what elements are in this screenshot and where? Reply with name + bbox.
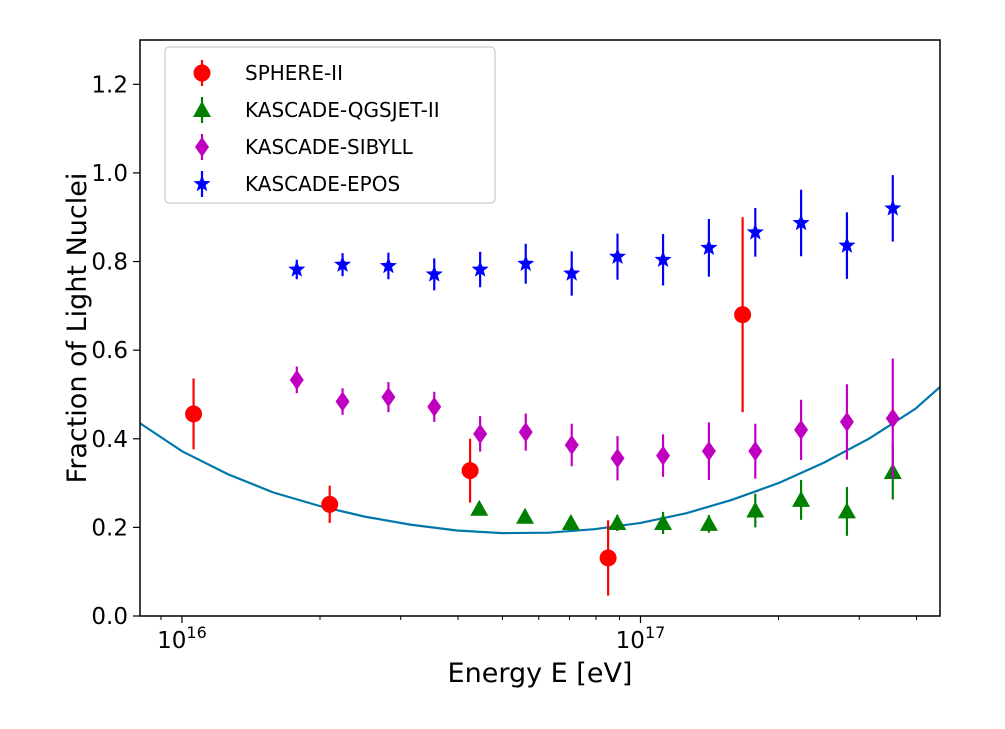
legend-label: SPHERE-II — [245, 61, 343, 85]
data-point — [699, 514, 718, 531]
data-point — [792, 213, 810, 231]
x-tick-label: 1017 — [616, 623, 666, 654]
series-kascade-qgsjet-ii — [470, 444, 902, 536]
data-point — [517, 254, 535, 272]
data-point — [470, 499, 489, 516]
legend-label: KASCADE-SIBYLL — [245, 135, 414, 159]
data-point — [610, 448, 625, 469]
legend-label: KASCADE-QGSJET-II — [245, 98, 440, 122]
data-point — [185, 405, 203, 423]
legend-item: KASCADE-QGSJET-II — [193, 97, 440, 123]
legend-marker — [193, 101, 211, 117]
data-point — [654, 250, 672, 268]
legend-marker — [193, 175, 211, 192]
x-axis-label: Energy E [eV] — [448, 658, 633, 689]
data-point — [427, 396, 442, 417]
data-point — [838, 236, 856, 253]
x-tick-label: 1016 — [157, 623, 207, 654]
data-point — [746, 223, 764, 240]
data-point — [608, 247, 627, 264]
data-point — [599, 549, 617, 567]
data-point — [701, 441, 716, 462]
data-point — [381, 387, 396, 408]
legend-marker — [195, 137, 209, 157]
data-point — [792, 490, 811, 507]
legend: SPHERE-II KASCADE-QGSJET-II KASCADE-SIBYLL… — [164, 46, 496, 204]
data-point — [461, 462, 479, 480]
legend-item: SPHERE-II — [193, 60, 343, 86]
data-point — [608, 513, 627, 530]
data-point — [748, 441, 763, 462]
data-point — [516, 507, 535, 524]
legend-item: KASCADE-SIBYLL — [195, 134, 414, 160]
y-tick-label: 0.2 — [91, 515, 128, 541]
y-tick-label: 1.0 — [91, 161, 128, 187]
data-point — [885, 408, 900, 429]
fit-curve-layer — [139, 386, 941, 535]
data-point — [289, 369, 304, 390]
legend-marker — [193, 64, 211, 82]
data-point — [654, 513, 673, 530]
data-point — [837, 502, 856, 519]
data-point — [321, 495, 339, 513]
data-point — [379, 256, 397, 274]
data-point — [734, 306, 752, 324]
data-point — [564, 434, 579, 455]
y-tick-label: 0.6 — [91, 338, 128, 364]
plot-frame — [139, 39, 941, 617]
data-point — [473, 423, 488, 444]
y-tick-label: 0.8 — [91, 250, 128, 276]
data-point — [425, 265, 443, 282]
y-axis-label: Fraction of Light Nuclei — [62, 173, 93, 484]
data-point — [563, 264, 581, 281]
data-point — [518, 422, 533, 443]
legend-item: KASCADE-EPOS — [193, 171, 400, 197]
y-tick-label: 1.2 — [91, 72, 128, 98]
data-point — [471, 260, 489, 277]
data-point — [335, 391, 350, 412]
series-kascade-sibyll — [289, 358, 900, 481]
data-point — [746, 501, 765, 518]
legend-box — [164, 46, 496, 204]
y-tick-label: 0.4 — [91, 427, 128, 453]
data-point — [700, 238, 718, 256]
data-point — [884, 199, 902, 216]
legend-label: KASCADE-EPOS — [245, 172, 400, 196]
data-point — [288, 260, 306, 277]
series-kascade-epos — [288, 175, 902, 296]
fit-curve — [139, 386, 941, 535]
series-sphere-ii — [185, 217, 752, 596]
y-tick-label: 0.0 — [91, 604, 128, 630]
data-point — [334, 255, 352, 272]
data-point — [794, 419, 809, 440]
data-point — [561, 513, 580, 530]
data-marks-layer — [185, 175, 902, 596]
data-point — [656, 445, 671, 466]
data-point — [839, 411, 854, 432]
